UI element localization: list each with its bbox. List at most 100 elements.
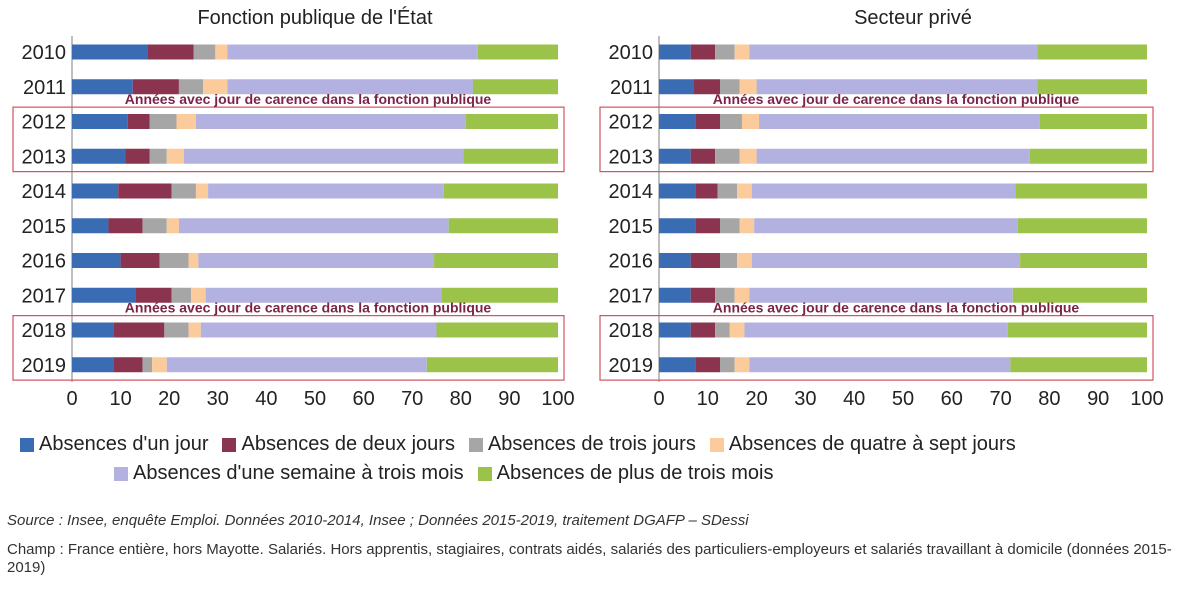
- bar-segment: [477, 44, 558, 60]
- bar-segment: [200, 322, 437, 338]
- y-tick-label: 2019: [22, 355, 67, 377]
- annotation-label: Années avec jour de carence dans la fonc…: [713, 91, 1080, 107]
- bar-segment: [72, 218, 109, 234]
- legend-swatch: [709, 437, 724, 452]
- bar-segment: [729, 322, 745, 338]
- bar-segment: [659, 253, 691, 268]
- bar-segment: [166, 357, 427, 373]
- bar-segment: [465, 114, 558, 129]
- legend-swatch: [222, 437, 237, 452]
- bar-segment: [1037, 44, 1147, 60]
- highlight-box: [12, 315, 565, 381]
- bar-segment: [759, 114, 1040, 129]
- legend-swatch: [477, 466, 492, 481]
- bar-segment: [72, 287, 136, 303]
- y-tick-label: 2016: [22, 251, 67, 273]
- highlight-box: [12, 106, 565, 173]
- bar-segment: [659, 183, 696, 199]
- bar-segment: [125, 148, 150, 164]
- legend-label: Absences de quatre à sept jours: [728, 433, 1016, 455]
- bar-segment: [1039, 114, 1147, 129]
- legend-label: Absences d'une semaine à trois mois: [133, 462, 464, 484]
- bar-segment: [690, 148, 716, 164]
- bar-segment: [734, 357, 750, 373]
- legend-swatch: [468, 437, 483, 452]
- y-tick-label: 2018: [609, 320, 654, 342]
- legend-row-1: Absences d'un jour Absences de deux jour…: [20, 430, 1160, 459]
- bar-segment: [659, 357, 696, 373]
- bar-segment: [751, 253, 1021, 268]
- x-tick-label: 100: [1130, 388, 1163, 410]
- bar-segment: [72, 322, 114, 338]
- bar-segment: [127, 114, 150, 129]
- bar-segment: [132, 79, 179, 95]
- bar-segment: [463, 148, 558, 164]
- bar-segment: [195, 183, 209, 199]
- x-tick-label: 100: [541, 388, 574, 410]
- bar-segment: [149, 148, 167, 164]
- bar-segment: [72, 114, 128, 129]
- x-tick-label: 90: [498, 388, 520, 410]
- scope-note: Champ : France entière, hors Mayotte. Sa…: [7, 541, 1172, 576]
- bar-segment: [659, 79, 694, 95]
- bar-segment: [659, 114, 696, 129]
- bar-segment: [693, 79, 720, 95]
- bar-segment: [113, 357, 143, 373]
- legend-swatch: [114, 466, 128, 481]
- bar-segment: [72, 79, 133, 95]
- bar-segment: [147, 44, 194, 60]
- bar-segment: [739, 148, 757, 164]
- y-tick-label: 2016: [609, 251, 654, 273]
- bar-segment: [720, 218, 740, 234]
- bar-segment: [695, 218, 720, 234]
- bar-segment: [715, 148, 740, 164]
- bar-segment: [659, 287, 691, 303]
- bar-segment: [695, 357, 720, 373]
- legend-swatch: [20, 437, 34, 452]
- bar-segment: [1007, 322, 1147, 338]
- highlight-box: [599, 315, 1154, 381]
- chart-title: Fonction publique de l'État: [197, 6, 433, 29]
- legend-item-4-7-days: Absences de quatre à sept jours: [709, 433, 1016, 456]
- x-tick-label: 90: [1087, 388, 1109, 410]
- x-tick-label: 80: [450, 388, 472, 410]
- bar-segment: [198, 253, 435, 268]
- bar-segment: [120, 253, 160, 268]
- bar-segment: [741, 114, 760, 129]
- x-tick-label: 10: [697, 388, 719, 410]
- x-tick-label: 50: [304, 388, 326, 410]
- x-tick-label: 20: [158, 388, 180, 410]
- x-tick-label: 30: [794, 388, 816, 410]
- x-tick-label: 0: [653, 388, 664, 410]
- y-tick-label: 2014: [609, 181, 654, 203]
- y-tick-label: 2011: [23, 77, 66, 99]
- bar-segment: [1012, 287, 1147, 303]
- x-tick-label: 30: [207, 388, 229, 410]
- annotation-label: Années avec jour de carence dans la fonc…: [125, 300, 492, 316]
- y-tick-label: 2015: [609, 216, 654, 238]
- bar-segment: [434, 253, 558, 268]
- bar-segment: [443, 183, 558, 199]
- bar-segment: [193, 44, 216, 60]
- bar-segment: [659, 218, 696, 234]
- y-tick-label: 2018: [22, 320, 67, 342]
- bar-segment: [188, 253, 199, 268]
- bar-segment: [191, 287, 206, 303]
- bar-segment: [72, 148, 126, 164]
- bar-segment: [749, 44, 1038, 60]
- bar-segment: [135, 287, 172, 303]
- x-tick-label: 70: [401, 388, 423, 410]
- y-tick-label: 2019: [609, 355, 654, 377]
- x-tick-label: 0: [66, 388, 77, 410]
- bar-segment: [690, 44, 716, 60]
- bar-segment: [118, 183, 172, 199]
- bar-segment: [195, 114, 466, 129]
- bar-segment: [739, 79, 757, 95]
- x-tick-label: 80: [1038, 388, 1060, 410]
- bar-segment: [176, 114, 196, 129]
- bar-segment: [472, 79, 558, 95]
- bar-segment: [720, 114, 742, 129]
- bar-segment: [756, 79, 1038, 95]
- x-tick-label: 70: [989, 388, 1011, 410]
- y-tick-label: 2017: [22, 285, 67, 307]
